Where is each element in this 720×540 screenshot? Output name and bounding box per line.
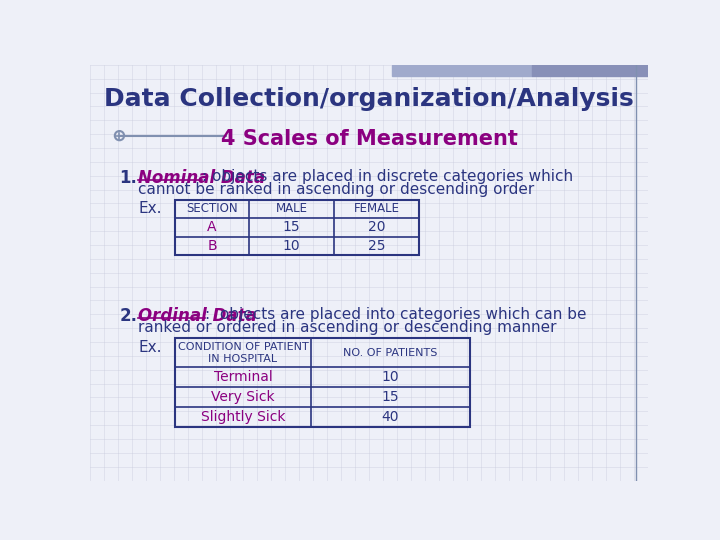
Text: 15: 15 [283, 220, 300, 234]
Text: 40: 40 [382, 410, 399, 424]
Text: 10: 10 [382, 370, 399, 384]
Text: Very Sick: Very Sick [211, 390, 275, 404]
Text: 20: 20 [368, 220, 385, 234]
Bar [532, 65, 648, 76]
Text: FEMALE: FEMALE [354, 202, 400, 215]
Text: 10: 10 [283, 239, 300, 253]
Text: 15: 15 [382, 390, 399, 404]
Text: A: A [207, 220, 217, 234]
Text: CONDITION OF PATIENT
IN HOSPITAL: CONDITION OF PATIENT IN HOSPITAL [178, 342, 308, 363]
Text: 1.: 1. [120, 168, 138, 187]
Bar [175, 200, 419, 255]
Text: Ex.: Ex. [138, 340, 161, 355]
Text: B: B [207, 239, 217, 253]
Text: SECTION: SECTION [186, 202, 238, 215]
Text: Ex.: Ex. [138, 201, 161, 216]
Text: MALE: MALE [276, 202, 307, 215]
Text: Slightly Sick: Slightly Sick [201, 410, 285, 424]
Text: Ordinal Data: Ordinal Data [138, 307, 257, 325]
Text: :  objects are placed into categories which can be: : objects are placed into categories whi… [205, 307, 587, 322]
Bar [175, 338, 469, 428]
Text: Data Collection/organization/Analysis: Data Collection/organization/Analysis [104, 87, 634, 111]
Text: ranked or ordered in ascending or descending manner: ranked or ordered in ascending or descen… [138, 320, 557, 335]
Text: 25: 25 [368, 239, 385, 253]
Text: Nominal Data: Nominal Data [138, 168, 265, 187]
Text: : objects are placed in discrete categories which: : objects are placed in discrete categor… [202, 168, 574, 184]
Text: 2.: 2. [120, 307, 138, 325]
Text: cannot be ranked in ascending or descending order: cannot be ranked in ascending or descend… [138, 182, 534, 197]
Text: 4 Scales of Measurement: 4 Scales of Measurement [220, 129, 518, 148]
Bar [392, 65, 532, 76]
Text: NO. OF PATIENTS: NO. OF PATIENTS [343, 348, 438, 358]
Text: Terminal: Terminal [214, 370, 272, 384]
